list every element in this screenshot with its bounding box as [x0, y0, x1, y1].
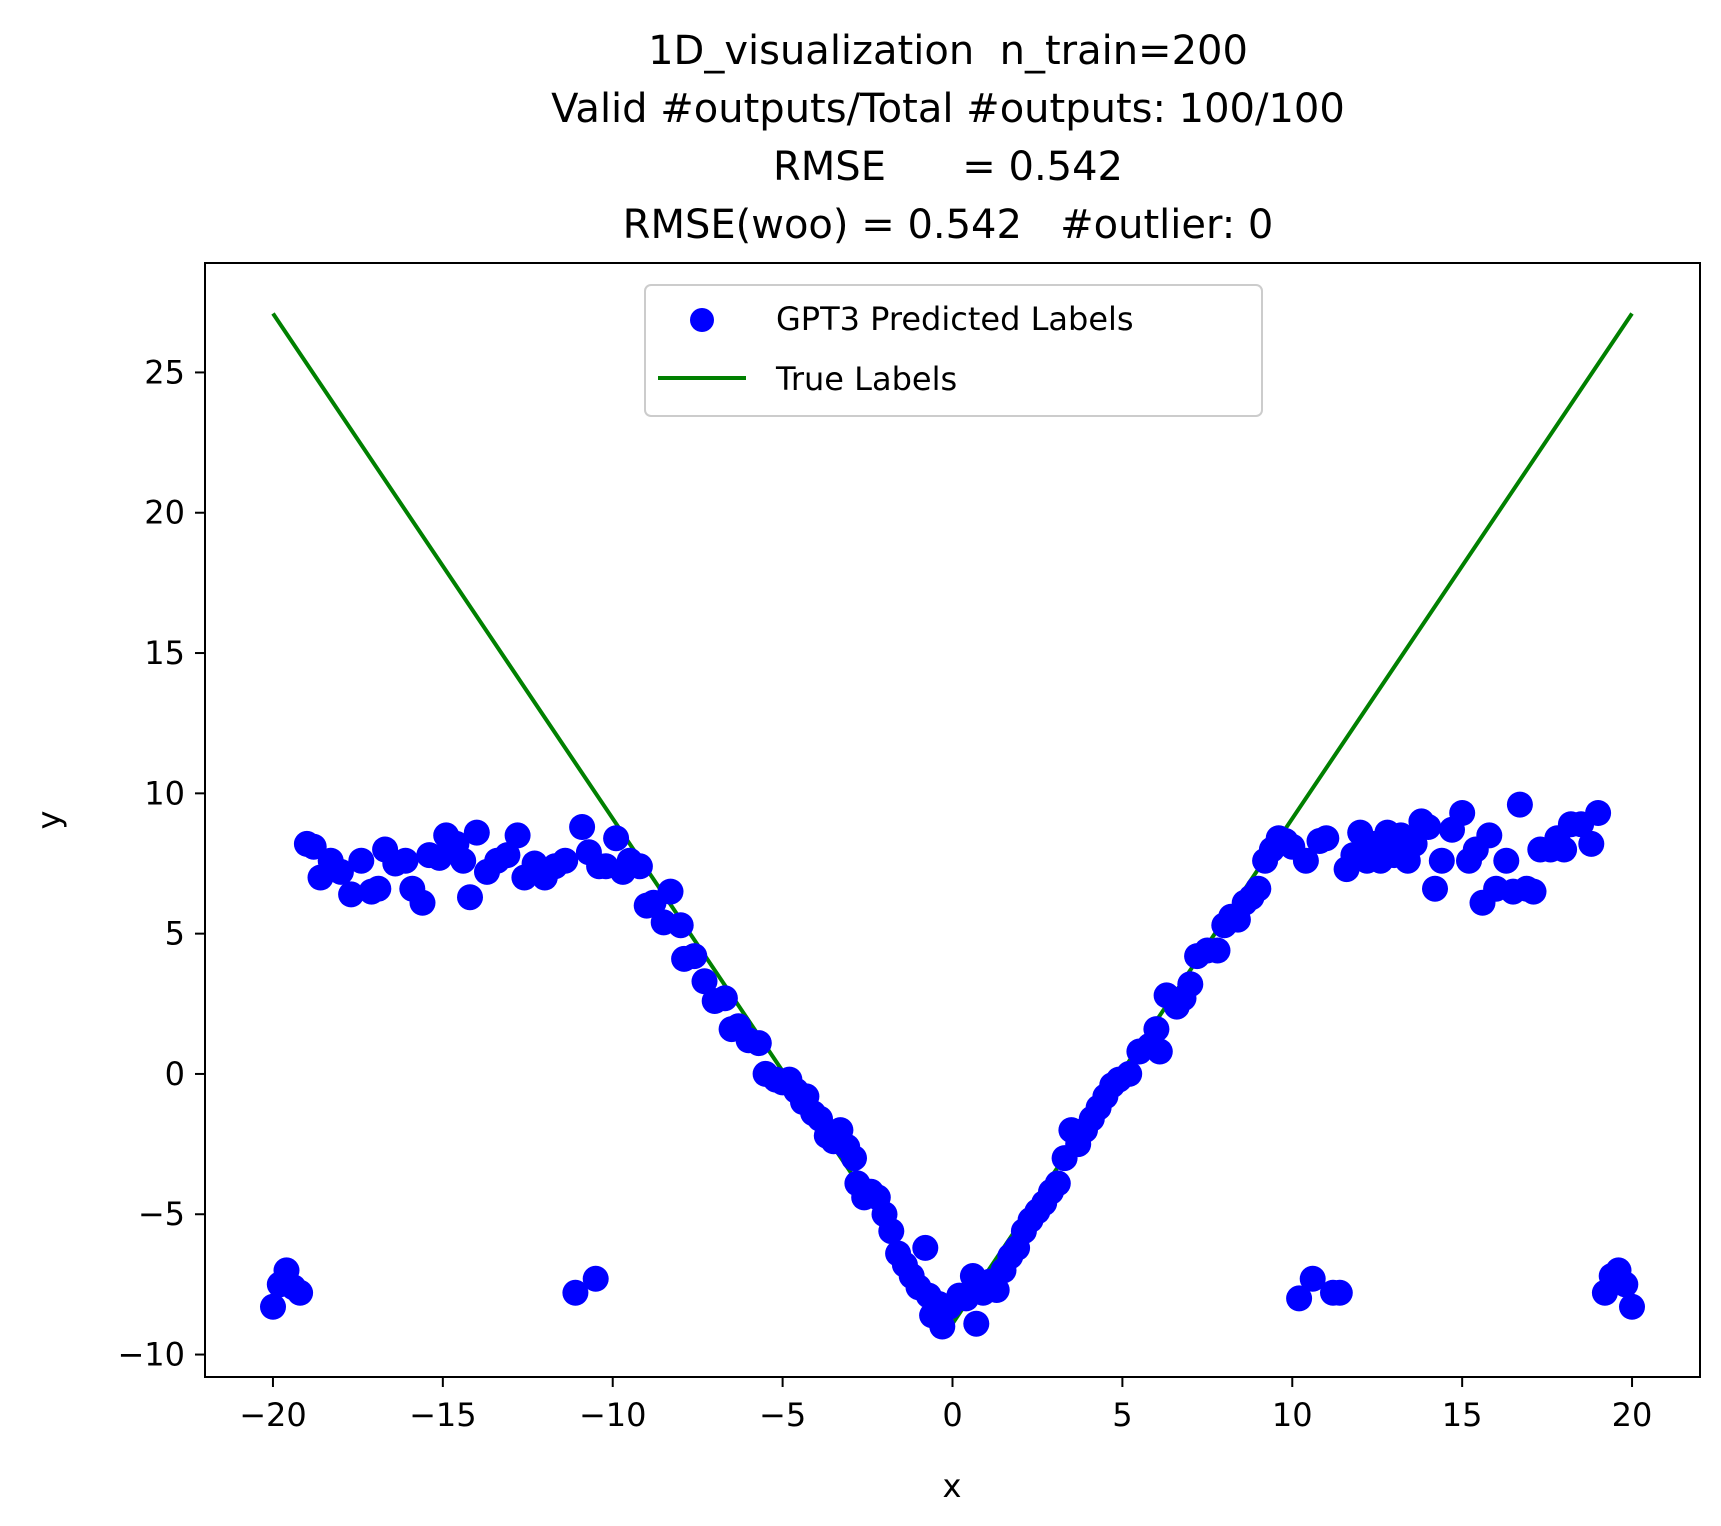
- predicted-point: [745, 1030, 772, 1057]
- legend-label-true: True Labels: [775, 360, 957, 398]
- predicted-point: [1612, 1271, 1639, 1298]
- predicted-point: [1493, 847, 1520, 874]
- x-tick-label: −15: [409, 1396, 477, 1434]
- predicted-point: [1506, 791, 1533, 818]
- legend-box: [644, 284, 1263, 417]
- predicted-point: [667, 912, 694, 939]
- predicted-point: [1313, 825, 1340, 852]
- predicted-point: [1449, 800, 1476, 826]
- predicted-point: [1619, 1293, 1645, 1320]
- predicted-point: [1146, 1038, 1173, 1065]
- plot-area: [205, 263, 1700, 1377]
- x-axis: −20 −15 −10 −5 0 5 10 15 20: [239, 1377, 1652, 1434]
- predicted-point: [1292, 847, 1319, 874]
- predicted-point: [1415, 814, 1442, 840]
- title-line-1: 1D_visualization n_train=200: [648, 28, 1248, 74]
- y-axis: −10 −5 0 5 10 15 20 25: [117, 353, 205, 1374]
- predicted-point: [327, 858, 354, 885]
- y-tick-label: 0: [165, 1055, 185, 1093]
- y-tick-label: 15: [144, 634, 185, 672]
- predicted-point: [1551, 836, 1578, 863]
- x-tick-label: −5: [759, 1396, 806, 1434]
- predicted-point: [1428, 847, 1455, 874]
- predicted-point: [1044, 1170, 1071, 1197]
- predicted-point: [1245, 875, 1272, 902]
- predicted-point: [1177, 971, 1204, 998]
- x-tick-label: −20: [239, 1396, 307, 1434]
- plot-frame: [204, 262, 1701, 1378]
- predicted-point: [1204, 937, 1231, 964]
- y-tick-label: 5: [165, 915, 185, 953]
- predicted-point: [691, 968, 718, 995]
- predicted-point: [457, 884, 483, 911]
- predicted-point: [365, 875, 392, 902]
- predicted-point: [1578, 830, 1605, 857]
- predicted-point: [1422, 875, 1448, 902]
- predicted-point: [1299, 1265, 1326, 1292]
- y-axis-label: y: [30, 811, 68, 830]
- predicted-point: [912, 1234, 939, 1261]
- y-tick-label: −5: [138, 1195, 185, 1233]
- predicted-point: [504, 822, 531, 849]
- predicted-point: [1326, 1279, 1353, 1306]
- predicted-point: [841, 1145, 867, 1172]
- predicted-point: [552, 847, 579, 874]
- predicted-point: [657, 878, 684, 905]
- predicted-point: [681, 943, 708, 970]
- predicted-point: [1143, 1016, 1170, 1043]
- title-line-2: Valid #outputs/Total #outputs: 100/100: [551, 86, 1345, 132]
- predicted-point: [983, 1277, 1010, 1303]
- x-tick-label: 20: [1612, 1396, 1653, 1434]
- predicted-point: [929, 1313, 956, 1340]
- predicted-point: [582, 1265, 609, 1292]
- predicted-point: [569, 814, 596, 840]
- predicted-point: [463, 819, 490, 846]
- predicted-point: [1476, 822, 1503, 849]
- x-tick-label: 5: [1112, 1396, 1132, 1434]
- predicted-point: [348, 847, 375, 874]
- predicted-point: [409, 889, 436, 916]
- predicted-point: [878, 1218, 905, 1245]
- x-tick-label: −10: [579, 1396, 647, 1434]
- predicted-point: [392, 847, 419, 874]
- predicted-point: [287, 1279, 314, 1306]
- x-tick-label: 10: [1272, 1396, 1313, 1434]
- predicted-point: [1286, 1285, 1313, 1312]
- y-tick-label: 20: [144, 494, 185, 532]
- predicted-labels-series: [260, 791, 1645, 1340]
- title-line-3: RMSE = 0.542: [773, 144, 1123, 190]
- y-tick-label: 25: [144, 353, 185, 391]
- y-tick-label: 10: [144, 774, 185, 812]
- legend-label-predicted: GPT3 Predicted Labels: [776, 300, 1134, 338]
- y-tick-label: −10: [117, 1336, 185, 1374]
- predicted-point: [963, 1310, 990, 1337]
- predicted-point: [562, 1279, 589, 1306]
- predicted-point: [338, 881, 365, 908]
- predicted-point: [711, 985, 738, 1012]
- predicted-point: [494, 842, 521, 869]
- legend-marker-predicted: [690, 308, 714, 332]
- predicted-point: [603, 825, 630, 852]
- x-tick-label: 15: [1442, 1396, 1483, 1434]
- predicted-point: [1520, 878, 1547, 905]
- predicted-point: [626, 853, 653, 880]
- legend: GPT3 Predicted Labels True Labels: [644, 284, 1263, 417]
- predicted-point: [450, 847, 477, 874]
- chart-title: 1D_visualization n_train=200 Valid #outp…: [551, 28, 1345, 248]
- predicted-point: [1585, 800, 1612, 826]
- x-tick-label: 0: [942, 1396, 962, 1434]
- title-line-4: RMSE(woo) = 0.542 #outlier: 0: [623, 202, 1274, 248]
- x-axis-label: x: [943, 1467, 962, 1505]
- predicted-point: [260, 1293, 286, 1320]
- predicted-point: [1116, 1060, 1143, 1087]
